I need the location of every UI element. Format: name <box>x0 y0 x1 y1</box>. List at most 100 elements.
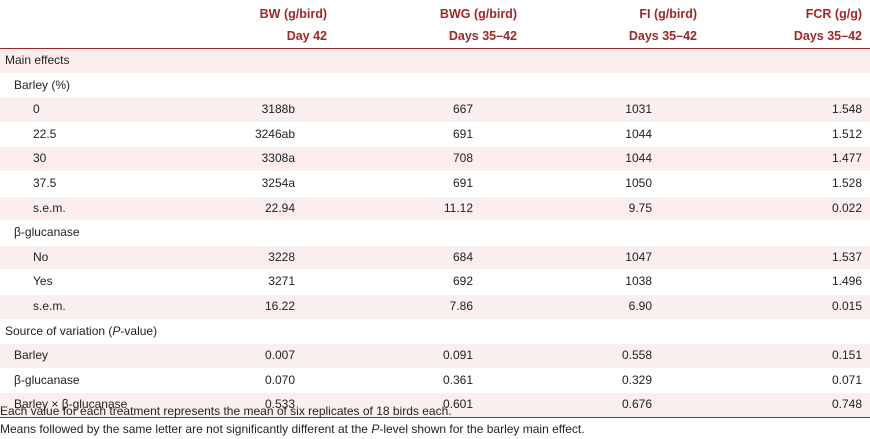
row-cell: 3188b <box>185 97 335 123</box>
row-cell: 0.329 <box>525 368 705 394</box>
row-cell: 691 <box>335 171 525 197</box>
table-row: 37.5 3254a 691 1050 1.528 <box>0 171 870 197</box>
row-label: β-glucanase <box>0 368 185 394</box>
subheader-bwg: Days 35–42 <box>335 26 525 49</box>
row-cell: 684 <box>335 245 525 271</box>
row-cell: 3308a <box>185 146 335 172</box>
row-cell <box>185 319 335 345</box>
row-cell: 1044 <box>525 122 705 148</box>
header-bwg: BWG (g/bird) <box>439 7 517 21</box>
subheader-bw: Day 42 <box>185 26 335 49</box>
row-label: Source of variation (P-value) <box>0 319 185 345</box>
row-cell: 1.548 <box>705 97 870 123</box>
table-row: Barley (%) <box>0 73 870 99</box>
row-label: s.e.m. <box>0 294 185 320</box>
row-label: Barley (%) <box>0 73 185 99</box>
subheader-fcr: Days 35–42 <box>705 26 870 49</box>
row-label: 37.5 <box>0 171 185 197</box>
row-cell: 708 <box>335 146 525 172</box>
row-label: 30 <box>0 146 185 172</box>
row-cell <box>185 73 335 99</box>
table-row: s.e.m. 16.22 7.86 6.90 0.015 <box>0 294 870 320</box>
row-label: Yes <box>0 269 185 295</box>
row-cell: 691 <box>335 122 525 148</box>
row-cell: 1031 <box>525 97 705 123</box>
table-notes: Each value for each treatment represents… <box>0 402 870 438</box>
row-cell: 11.12 <box>335 196 525 222</box>
table-row: Barley 0.007 0.091 0.558 0.151 <box>0 343 870 369</box>
header-bw: BW (g/bird) <box>259 7 327 21</box>
row-cell: 0.007 <box>185 343 335 369</box>
table-row: β-glucanase <box>0 220 870 246</box>
table-row: Barley × β-glucanase 0.533 0.601 0.676 0.748 <box>0 392 870 418</box>
row-cell: 1.528 <box>705 171 870 197</box>
note-line: Means followed by the same letter are no… <box>0 422 585 436</box>
table-row: β-glucanase 0.070 0.361 0.329 0.071 <box>0 368 870 394</box>
table-row: No 3228 684 1047 1.537 <box>0 245 870 271</box>
row-cell: 3271 <box>185 269 335 295</box>
row-cell <box>705 319 870 345</box>
row-cell <box>525 48 705 74</box>
row-label: No <box>0 245 185 271</box>
row-cell: 0.533 <box>185 392 335 418</box>
results-table: BW (g/bird) BWG (g/bird) FI (g/bird) FCR… <box>0 0 870 418</box>
row-cell: 0.151 <box>705 343 870 369</box>
subheader-fi: Days 35–42 <box>525 26 705 49</box>
row-cell <box>705 73 870 99</box>
note-line: Each value for each treatment represents… <box>0 404 452 418</box>
row-label: s.e.m. <box>0 196 185 222</box>
header-cell <box>0 0 185 26</box>
row-cell <box>335 73 525 99</box>
row-cell: 3228 <box>185 245 335 271</box>
row-cell: 0.361 <box>335 368 525 394</box>
row-cell <box>185 220 335 246</box>
header-fcr: FCR (g/g) <box>805 7 862 21</box>
row-cell: 1044 <box>525 146 705 172</box>
table-row: 30 3308a 708 1044 1.477 <box>0 146 870 172</box>
table-header: BW (g/bird) BWG (g/bird) FI (g/bird) FCR… <box>0 0 870 49</box>
row-cell: 692 <box>335 269 525 295</box>
row-cell: 1047 <box>525 245 705 271</box>
row-cell <box>705 48 870 74</box>
row-cell: 0.601 <box>335 392 525 418</box>
row-cell: 1050 <box>525 171 705 197</box>
table-row: 22.5 3246ab 691 1044 1.512 <box>0 122 870 148</box>
row-cell: 1038 <box>525 269 705 295</box>
table-row: Yes 3271 692 1038 1.496 <box>0 269 870 295</box>
subheader-cell <box>0 26 185 49</box>
row-cell: 0.071 <box>705 368 870 394</box>
row-cell: 16.22 <box>185 294 335 320</box>
row-cell <box>335 48 525 74</box>
row-cell <box>705 220 870 246</box>
header-fi: FI (g/bird) <box>639 7 697 21</box>
row-label: 0 <box>0 97 185 123</box>
row-cell: 0.558 <box>525 343 705 369</box>
row-cell: 0.070 <box>185 368 335 394</box>
row-cell: 7.86 <box>335 294 525 320</box>
row-cell: 0.748 <box>705 392 870 418</box>
row-cell: 3254a <box>185 171 335 197</box>
row-cell: 0.091 <box>335 343 525 369</box>
row-label: Main effects <box>0 48 185 74</box>
row-cell: 1.496 <box>705 269 870 295</box>
row-label: Barley × β-glucanase <box>0 392 185 418</box>
row-label: 22.5 <box>0 122 185 148</box>
row-cell: 22.94 <box>185 196 335 222</box>
row-label: Barley <box>0 343 185 369</box>
row-label: β-glucanase <box>0 220 185 246</box>
table-row: Source of variation (P-value) <box>0 319 870 345</box>
row-cell <box>335 220 525 246</box>
row-cell: 1.537 <box>705 245 870 271</box>
row-cell: 9.75 <box>525 196 705 222</box>
table-row: s.e.m. 22.94 11.12 9.75 0.022 <box>0 196 870 222</box>
row-cell: 1.477 <box>705 146 870 172</box>
row-cell: 0.022 <box>705 196 870 222</box>
row-cell <box>185 48 335 74</box>
row-cell: 1.512 <box>705 122 870 148</box>
row-cell: 6.90 <box>525 294 705 320</box>
row-cell <box>335 319 525 345</box>
row-cell: 667 <box>335 97 525 123</box>
row-cell <box>525 220 705 246</box>
row-cell: 3246ab <box>185 122 335 148</box>
